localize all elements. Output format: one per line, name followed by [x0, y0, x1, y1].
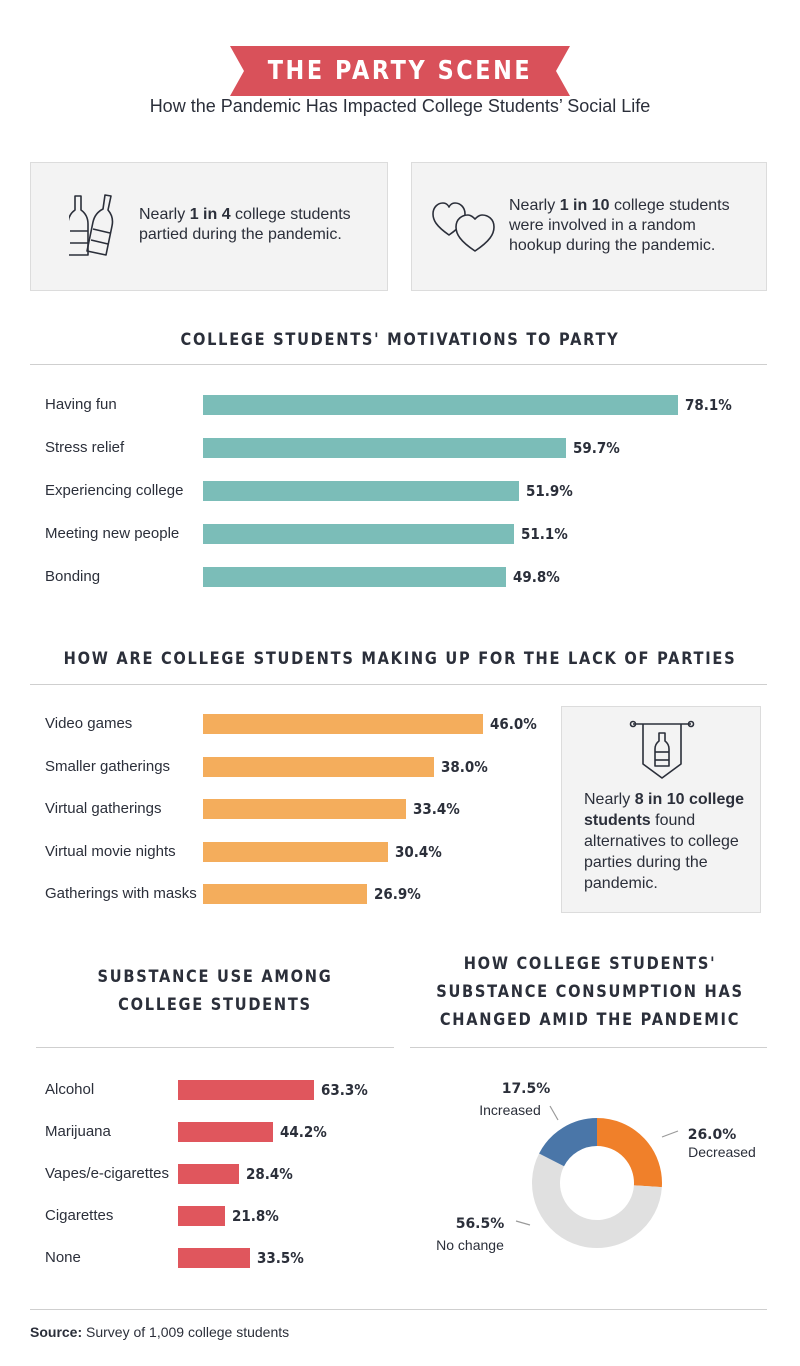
title-banner: THE PARTY SCENE — [230, 46, 570, 96]
divider — [30, 684, 767, 685]
bar — [203, 481, 519, 501]
page-title: THE PARTY SCENE — [267, 56, 533, 86]
bar-value-label: 59.7% — [573, 439, 620, 457]
bar-value-label: 33.4% — [413, 800, 460, 818]
donut-slice-label: No change — [436, 1237, 504, 1253]
bar-value-label: 44.2% — [280, 1123, 327, 1141]
donut-slice-label: Decreased — [688, 1144, 756, 1160]
bar-label: Marijuana — [45, 1123, 111, 1140]
bottles-icon — [69, 194, 114, 256]
alternatives-heading: HOW ARE COLLEGE STUDENTS MAKING UP FOR T… — [63, 649, 737, 669]
bar-value-label: 51.1% — [521, 525, 568, 543]
banner-ribbon — [230, 46, 570, 96]
bar-value-label: 21.8% — [232, 1207, 279, 1225]
bar — [178, 1122, 273, 1142]
bar-label: Having fun — [45, 396, 117, 413]
bar-value-label: 28.4% — [246, 1165, 293, 1183]
divider — [410, 1047, 767, 1048]
bar — [203, 395, 678, 415]
bottle-banner-icon — [629, 720, 695, 779]
bar-label: Stress relief — [45, 439, 125, 456]
divider — [30, 1309, 767, 1310]
bar — [203, 884, 367, 904]
bar-value-label: 78.1% — [685, 396, 732, 414]
donut-slice-no-change — [532, 1153, 662, 1248]
bar — [203, 438, 566, 458]
bar — [203, 524, 514, 544]
bar-label: Meeting new people — [45, 525, 180, 542]
bar — [178, 1206, 225, 1226]
hearts-icon — [432, 202, 495, 252]
callout-box-alternatives: Nearly 8 in 10 college students found al… — [561, 706, 761, 913]
bar-label: Video games — [45, 715, 133, 732]
bar-value-label: 46.0% — [490, 715, 537, 733]
bar-value-label: 38.0% — [441, 757, 488, 776]
bar-label: Smaller gatherings — [45, 757, 171, 775]
donut-slice-decreased — [596, 1118, 662, 1188]
bar-label: Vapes/e-cigarettes — [45, 1165, 169, 1182]
donut-value-label: 17.5% — [502, 1081, 551, 1097]
bar — [203, 841, 388, 862]
motivations-heading: COLLEGE STUDENTS' MOTIVATIONS TO PARTY — [180, 330, 620, 350]
bar-label: Experiencing college — [45, 482, 184, 499]
bar — [203, 714, 483, 734]
consumption-donut-chart: 17.5% Increased 26.0%Decreased 56.5% No chan… — [436, 1081, 756, 1253]
bar-value-label: 51.9% — [526, 482, 573, 500]
stat-text-partied: Nearly 1 in 4 college students partied d… — [139, 206, 351, 243]
stat-box-hookup: Nearly 1 in 10 college students were inv… — [411, 162, 767, 291]
divider — [30, 364, 767, 365]
bar-value-label: 26.9% — [374, 885, 421, 903]
bar-label: Alcohol — [45, 1081, 95, 1098]
bar-label: None — [45, 1249, 81, 1266]
donut-slice-label: Increased — [479, 1102, 540, 1118]
bar-value-label: 30.4% — [395, 842, 442, 861]
bar — [203, 567, 506, 587]
bar-label: Virtual gatherings — [45, 800, 162, 817]
bar-label: Bonding — [45, 568, 101, 585]
callout-text: Nearly 8 in 10 college students found al… — [584, 791, 745, 892]
stat-box-partied: Nearly 1 in 4 college students partied d… — [30, 162, 388, 291]
page-subtitle: How the Pandemic Has Impacted College St… — [149, 96, 651, 116]
bar-label: Virtual movie nights — [45, 842, 176, 860]
bar — [203, 756, 434, 777]
consumption-change-heading: HOW COLLEGE STUDENTS' SUBSTANCE CONSUMPT… — [436, 954, 744, 1030]
bar-value-label: 49.8% — [513, 568, 560, 586]
divider — [36, 1047, 394, 1048]
bar — [178, 1080, 314, 1100]
donut-value-label: 26.0% — [688, 1127, 737, 1143]
bar — [178, 1248, 250, 1268]
bar-value-label: 33.5% — [257, 1249, 304, 1267]
bar — [203, 799, 406, 819]
substance-use-heading: SUBSTANCE USE AMONG COLLEGE STUDENTS — [97, 967, 333, 1015]
leader-line — [661, 1130, 679, 1138]
bar-value-label: 63.3% — [321, 1081, 368, 1099]
donut-slice-increased — [539, 1118, 598, 1167]
leader-line — [549, 1105, 559, 1121]
source-note: Source: Survey of 1,009 college students — [30, 1324, 290, 1340]
bar-label: Gatherings with masks — [45, 885, 197, 902]
bar-label: Cigarettes — [45, 1207, 114, 1224]
stat-text-hookup: Nearly 1 in 10 college students were inv… — [509, 197, 730, 254]
leader-line — [515, 1220, 531, 1226]
donut-value-label: 56.5% — [456, 1216, 505, 1232]
bar — [178, 1164, 239, 1184]
